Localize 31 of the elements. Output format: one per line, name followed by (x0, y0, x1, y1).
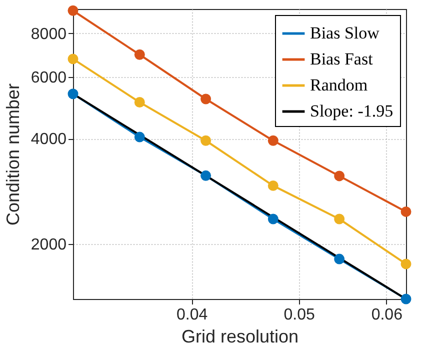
point (334, 214, 345, 224)
point (334, 170, 345, 182)
legend-label: Bias Slow (310, 24, 380, 42)
point (268, 214, 278, 224)
point (68, 5, 78, 16)
legend-label: Slope: -1.95 (310, 102, 394, 120)
y-axis-title: Condition number (2, 83, 23, 226)
point (200, 94, 212, 104)
point (134, 97, 145, 108)
point (400, 258, 412, 270)
point (200, 135, 212, 146)
point (134, 49, 145, 60)
point (268, 180, 278, 191)
point (400, 206, 412, 217)
x-tick-label: 0.04 (176, 306, 208, 324)
point (134, 132, 145, 142)
point (200, 170, 212, 181)
y-tick-label: 2000 (30, 236, 67, 254)
legend-label: Bias Fast (310, 50, 374, 68)
y-tick-label: 4000 (30, 131, 67, 148)
legend-label: Random (310, 76, 368, 94)
y-tick-label: 8000 (30, 26, 67, 43)
point (68, 88, 78, 100)
point (334, 254, 345, 264)
x-axis-title: Grid resolution (181, 326, 299, 346)
point (268, 135, 278, 146)
x-tick-label: 0.06 (371, 306, 403, 324)
point (400, 294, 412, 304)
x-tick-label: 0.05 (284, 306, 315, 324)
point (68, 54, 78, 64)
y-tick-label: 6000 (30, 70, 67, 87)
